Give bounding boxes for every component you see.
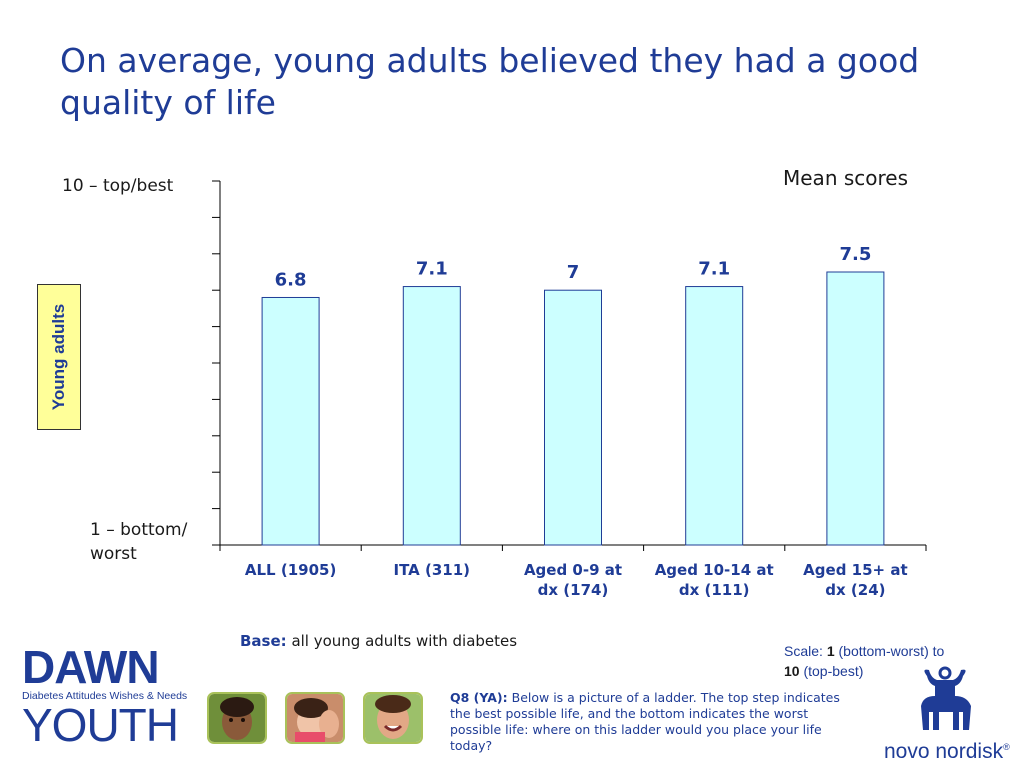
logo-tagline: Diabetes Attitudes Wishes & Needs [22, 690, 188, 702]
bar [544, 289, 602, 546]
scale-note: Scale: 1 (bottom-worst) to 10 (top-best) [784, 641, 994, 681]
x-tick-label: ALL (1905) [245, 561, 336, 579]
x-tick-label: Aged 10-14 at dx (111) [655, 561, 774, 599]
child-photo-3 [363, 692, 423, 744]
bar-value-label: 7 [567, 262, 580, 283]
question-label: Q8 (YA): [450, 690, 508, 705]
bar [685, 286, 744, 546]
x-tick-label: Aged 15+ at dx (24) [803, 561, 907, 599]
novo-nordisk-wordmark: novo nordisk® [884, 740, 1010, 763]
scale-high: 10 [784, 663, 800, 679]
scale-low-text: (bottom-worst) to [834, 643, 945, 659]
question-text: Below is a picture of a ladder. The top … [450, 690, 840, 753]
child-photo-1 [207, 692, 267, 744]
bar-chart: 6.8 ALL (1905) 7.1 ITA (311) 7 Aged 0-9 at dx … [212, 180, 927, 599]
child-photo-2 [285, 692, 345, 744]
y-axis-bottom-label: 1 – bottom/ worst [90, 518, 187, 566]
chart-subtitle: Mean scores [783, 166, 909, 190]
page-title: On average, young adults believed they h… [60, 41, 920, 122]
scale-low: 1 [826, 643, 835, 659]
side-label-box: Young adults [37, 284, 81, 430]
apis-bull-icon [921, 666, 971, 730]
logo-dawn-text: DAWN [22, 641, 160, 693]
question-note: Q8 (YA): Below is a picture of a ladder.… [450, 690, 850, 754]
dawn-youth-logo: DAWN Diabetes Attitudes Wishes & Needs Y… [22, 644, 192, 748]
bar [261, 296, 320, 546]
novo-nordisk-logo: novo nordisk® [884, 666, 1010, 764]
bar-value-label: 7.5 [839, 244, 871, 265]
bar-value-label: 7.1 [698, 259, 730, 280]
x-tick-label: Aged 0-9 at dx (174) [524, 561, 622, 599]
y-axis-top-label: 10 – top/best [62, 176, 174, 196]
y-axis-bottom-label-line2: worst [90, 544, 137, 564]
base-text: all young adults with diabetes [291, 632, 518, 650]
x-tick-label: ITA (311) [394, 561, 471, 579]
base-label: Base: [240, 632, 287, 650]
bar [826, 271, 885, 546]
bar-value-label: 6.8 [275, 269, 307, 290]
y-axis-bottom-label-line1: 1 – bottom/ [90, 520, 188, 540]
base-note: Base: all young adults with diabetes [240, 632, 517, 650]
bar-value-label: 7.1 [416, 259, 448, 280]
logo-youth-text: YOUTH [22, 699, 179, 751]
scale-high-text: (top-best) [799, 663, 864, 679]
scale-prefix: Scale: [784, 643, 827, 659]
bar [402, 286, 461, 546]
